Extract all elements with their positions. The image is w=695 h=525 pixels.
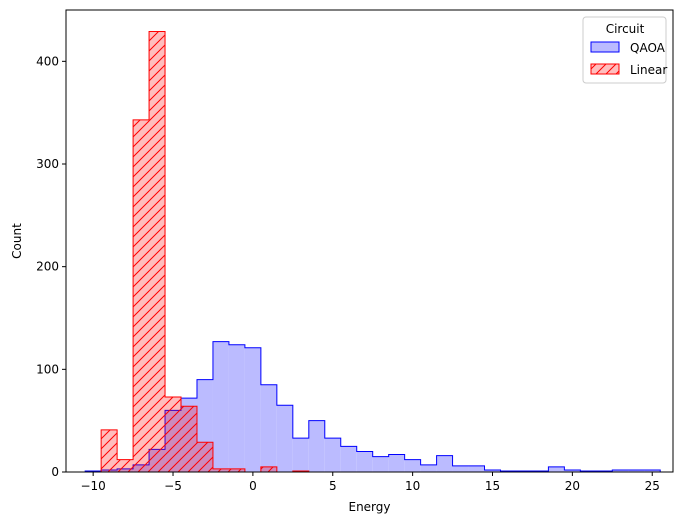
bar-qaoa-9 xyxy=(228,344,245,472)
bar-qaoa-27 xyxy=(516,470,533,472)
bar-qaoa-24 xyxy=(468,465,485,472)
outline-linear xyxy=(100,31,310,473)
bar-qaoa-33 xyxy=(612,469,629,472)
y-tick-label: 300 xyxy=(36,157,59,171)
y-axis-title: Count xyxy=(10,223,24,259)
bar-hatch-linear-3 xyxy=(149,31,166,473)
x-tick-label: 10 xyxy=(405,479,420,493)
bar-qaoa-20 xyxy=(404,459,421,472)
bar-hatch-linear-7 xyxy=(212,468,229,472)
ticks-layer: −10 −5 0 5 10 15 20 25 0 100 200 300 400 xyxy=(36,54,660,493)
bar-qaoa-14 xyxy=(308,420,325,472)
bar-hatch-linear-8 xyxy=(228,468,245,472)
bar-qaoa-0 xyxy=(85,470,102,472)
bar-qaoa-30 xyxy=(564,469,581,472)
bar-qaoa-12 xyxy=(276,405,293,472)
bar-qaoa-13 xyxy=(292,438,309,472)
bar-qaoa-29 xyxy=(548,466,565,472)
x-tick-label: −5 xyxy=(164,479,182,493)
bar-hatch-linear-2 xyxy=(133,119,150,472)
bar-hatch-linear-1 xyxy=(117,459,134,472)
bar-qaoa-31 xyxy=(580,470,597,472)
legend-swatch-linear-hatch xyxy=(590,63,620,75)
x-tick-label: 15 xyxy=(485,479,500,493)
y-tick-label: 400 xyxy=(36,54,59,68)
bar-qaoa-22 xyxy=(436,455,453,472)
bar-hatch-linear-4 xyxy=(165,397,182,472)
bar-hatch-linear-12 xyxy=(292,470,309,472)
bar-qaoa-35 xyxy=(644,469,661,472)
x-tick-label: 20 xyxy=(565,479,580,493)
bar-qaoa-15 xyxy=(324,438,341,472)
bar-hatch-linear-0 xyxy=(101,429,118,472)
x-tick-label: 5 xyxy=(329,479,337,493)
y-tick-label: 200 xyxy=(36,260,59,274)
y-tick-label: 100 xyxy=(36,362,59,376)
x-axis-title: Energy xyxy=(348,500,390,514)
bar-qaoa-11 xyxy=(260,384,277,472)
plot-frame xyxy=(65,9,674,473)
bar-qaoa-34 xyxy=(628,469,645,472)
bar-qaoa-10 xyxy=(244,347,261,472)
legend: Circuit QAOA Linear xyxy=(582,16,667,84)
series-linear xyxy=(100,31,310,473)
legend-title: Circuit xyxy=(606,22,645,36)
bar-qaoa-25 xyxy=(484,469,501,472)
bar-qaoa-21 xyxy=(420,464,437,472)
axes-layer xyxy=(65,9,674,473)
bar-qaoa-17 xyxy=(356,451,373,472)
x-tick-label: 0 xyxy=(249,479,257,493)
bars-layer xyxy=(84,31,661,473)
legend-swatch-qaoa xyxy=(590,41,620,53)
bar-hatch-linear-6 xyxy=(196,442,213,472)
bar-hatch-linear-5 xyxy=(181,406,197,472)
x-tick-label: 25 xyxy=(645,479,660,493)
x-tick-label: −10 xyxy=(80,479,105,493)
legend-label-qaoa: QAOA xyxy=(630,41,666,55)
bar-qaoa-28 xyxy=(532,470,549,472)
bar-qaoa-16 xyxy=(340,446,357,472)
bar-qaoa-26 xyxy=(500,470,517,472)
y-tick-label: 0 xyxy=(51,465,59,479)
bar-qaoa-18 xyxy=(372,456,389,472)
bar-hatch-linear-10 xyxy=(260,466,277,472)
legend-label-linear: Linear xyxy=(630,63,667,77)
bar-qaoa-23 xyxy=(452,465,469,472)
bar-qaoa-19 xyxy=(388,454,405,472)
bar-qaoa-8 xyxy=(212,341,229,472)
bar-qaoa-32 xyxy=(596,470,613,472)
